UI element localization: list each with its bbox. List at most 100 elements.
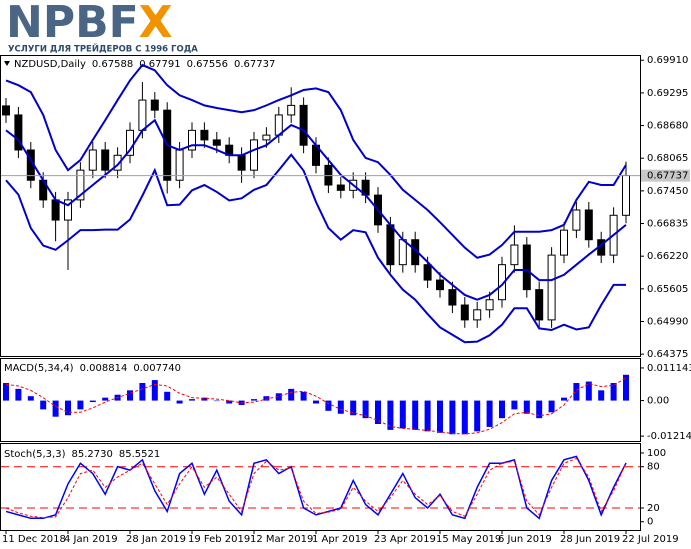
price-header: NZDUSD,Daily 0.67588 0.67791 0.67556 0.67737 (14, 59, 275, 70)
y-tick-label: 0.68680 (647, 121, 688, 132)
macd-bar (52, 400, 59, 417)
symbol-title: NZDUSD,Daily (14, 59, 86, 70)
current-price-box (641, 169, 690, 182)
macd-bar (89, 400, 96, 403)
candle-body (212, 139, 221, 146)
y-tick-label: 0.69295 (647, 88, 688, 99)
symbol-icon (4, 61, 10, 66)
candle-body (200, 129, 209, 141)
macd-title: MACD(5,34,4) (4, 363, 74, 374)
macd-bar (511, 400, 518, 410)
x-tick-label: 15 May 2019 (436, 534, 501, 545)
candle-body (398, 239, 407, 266)
upper-line (5, 63, 627, 259)
stoch-panel (0, 443, 641, 531)
header-value: 0.67556 (187, 59, 228, 70)
candle-body (138, 99, 147, 131)
candle-body (262, 134, 271, 141)
x-tick-label: 23 Apr 2019 (374, 534, 436, 545)
x-tick-label: 12 Mar 2019 (250, 534, 313, 545)
macd-bar (561, 397, 567, 401)
candle-body (560, 229, 568, 256)
macd-bar (201, 397, 208, 401)
candle-body (436, 279, 444, 291)
macd-bar (387, 400, 394, 430)
x-tick-label: 4 Jan 2019 (64, 534, 118, 545)
y-tick-label: 0.66835 (647, 219, 688, 230)
candle-body (287, 104, 296, 116)
y-tick-label: 0.00 (647, 396, 669, 407)
candle-body (572, 209, 581, 231)
macd-bar (127, 390, 133, 401)
macd-bar (523, 400, 530, 414)
y-tick-label: 0.66220 (647, 251, 688, 262)
stoch-title: Stoch(5,3,3) (4, 449, 66, 460)
candle-body (101, 149, 110, 171)
candle-body (423, 264, 432, 281)
macd-bar (536, 400, 543, 419)
y-tick-label: 0.67450 (647, 186, 688, 197)
macd-bar (623, 374, 629, 401)
x-tick-label: 1 Apr 2019 (312, 534, 367, 545)
macd-bar (300, 391, 307, 401)
candle-body (250, 139, 258, 171)
candle-body (386, 224, 395, 266)
macd-bar (77, 400, 84, 410)
y-tick-label: -0.01214 (647, 431, 691, 442)
macd-bar (375, 400, 381, 425)
macd-bar (424, 400, 431, 432)
macd-bar (164, 391, 171, 401)
logo: NPBFX (6, 0, 173, 48)
macd-bar (362, 400, 369, 419)
y-tick-label: 0 (647, 517, 653, 528)
macd-bar (226, 400, 233, 404)
signal-line (5, 377, 627, 435)
candle-body (510, 244, 519, 266)
macd-bar (102, 397, 109, 401)
macd-bar (598, 390, 605, 401)
current-price-label: 0.67737 (647, 171, 688, 182)
candle-body (2, 105, 10, 116)
y-tick-label: 0.65605 (647, 284, 688, 295)
macd-bar (139, 383, 146, 401)
macd-bar (40, 400, 47, 410)
macd-bar (263, 396, 270, 401)
candle-body (535, 289, 544, 321)
header-value: 85.2730 (71, 449, 112, 460)
candle-body (88, 149, 97, 171)
logo-tagline: УСЛУГИ ДЛЯ ТРЕЙДЕРОВ С 1996 ГОДА (8, 43, 198, 55)
macd-bar (474, 400, 481, 432)
stoch-header: Stoch(5,3,3) 85.2730 85.5521 (4, 449, 160, 460)
macd-bar (65, 400, 71, 416)
middle-line (5, 118, 627, 301)
macd-bar (288, 388, 295, 401)
candle-body (336, 184, 345, 191)
candle-body (150, 99, 159, 111)
macd-bar (610, 383, 617, 401)
y-tick-label: 100 (647, 448, 666, 459)
candle-body (485, 299, 494, 311)
y-tick-label: 0.64375 (647, 349, 688, 360)
header-value: 0.67737 (234, 59, 275, 70)
macd-bar (213, 400, 220, 402)
y-tick-label: 0.69910 (647, 55, 688, 66)
header-value: 85.5521 (119, 449, 160, 460)
macd-bar (486, 400, 493, 427)
macd-bar (350, 400, 357, 416)
header-value: 0.007740 (133, 363, 181, 374)
candle-body (522, 244, 531, 291)
macd-bar (325, 400, 332, 411)
macd-bar (573, 383, 580, 401)
candle-body (188, 129, 196, 151)
candle-body (622, 174, 630, 216)
macd-bar (251, 399, 257, 401)
macd-bar (499, 400, 505, 419)
macd-bar (275, 393, 282, 401)
candle-body (51, 199, 60, 221)
y-tick-label: 0.68065 (647, 153, 688, 164)
x-tick-label: 11 Dec 2018 (2, 534, 66, 545)
header-value: 0.67791 (139, 59, 180, 70)
macd-bar (189, 399, 195, 401)
header-value: 0.008814 (80, 363, 128, 374)
y-tick-label: 20 (647, 503, 660, 514)
